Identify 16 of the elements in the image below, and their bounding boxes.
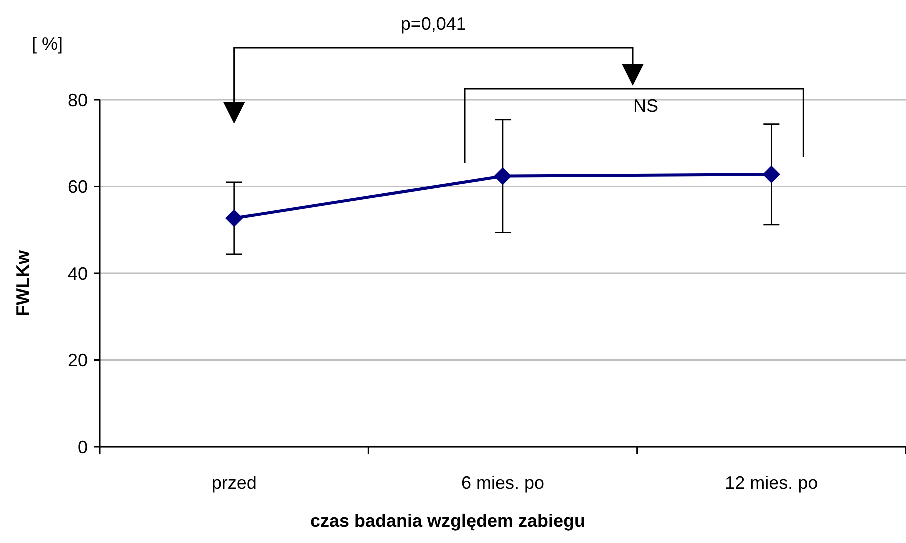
y-tick-label: 80 xyxy=(68,90,88,110)
text: p=0,041 xyxy=(400,14,466,34)
y-tick-label: 40 xyxy=(68,264,88,284)
x-tick-label: przed xyxy=(212,473,257,493)
text: [ %] xyxy=(32,34,64,54)
y-tick-label: 0 xyxy=(78,437,88,458)
x-tick-label: 12 mies. po xyxy=(725,473,818,493)
point xyxy=(762,166,781,184)
annotation: NS xyxy=(633,96,659,116)
x-axis-title: czas badania względem zabiegu xyxy=(310,511,586,531)
y-tick-label: 20 xyxy=(68,350,88,371)
point xyxy=(225,210,244,228)
y-tick-label: 60 xyxy=(68,177,88,198)
y-axis-title: FWLKw xyxy=(13,250,33,316)
point xyxy=(494,167,512,186)
x-tick-label: 6 mies. po xyxy=(461,473,545,493)
